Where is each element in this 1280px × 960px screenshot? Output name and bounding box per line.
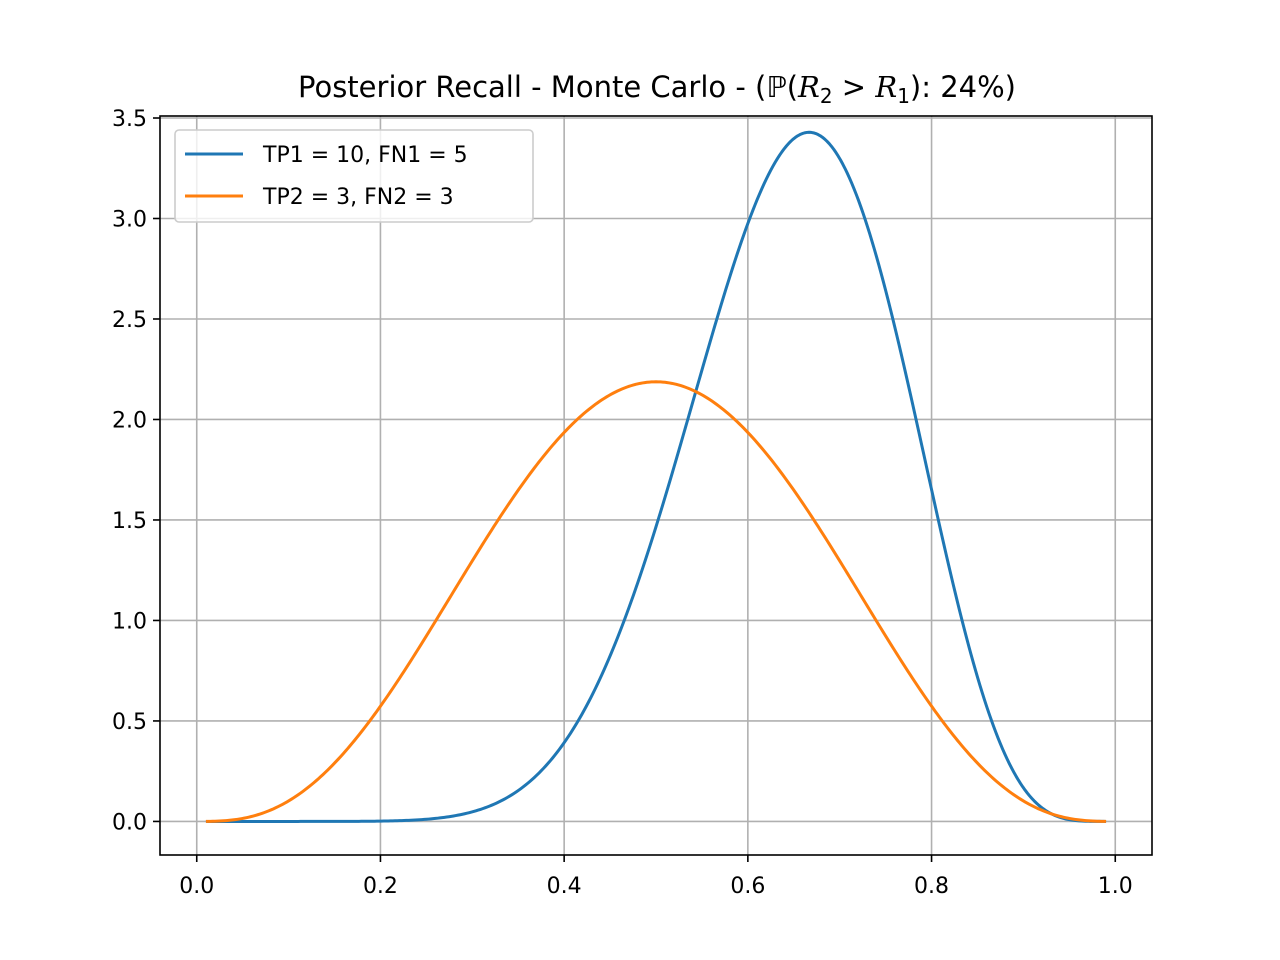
legend: TP1 = 10, FN1 = 5 TP2 = 3, FN2 = 3 xyxy=(174,129,534,223)
chart-title: Posterior Recall - Monte Carlo - (ℙ(R2 >… xyxy=(298,70,1016,108)
grid xyxy=(160,116,1152,855)
title-subscript-2: 2 xyxy=(820,84,833,108)
x-tick-label-3: 0.6 xyxy=(730,874,765,899)
ticks: 0.0 0.2 0.4 0.6 0.8 1.0 0.0 0.5 1.0 1.5 2.0 2.5 3.0 3… xyxy=(112,107,1133,899)
y-tick-label-6: 3.0 xyxy=(112,207,147,232)
x-tick-label-4: 0.8 xyxy=(914,874,949,899)
plot-frame xyxy=(159,115,1153,856)
legend-label-2: TP2 = 3, FN2 = 3 xyxy=(262,185,454,210)
y-tick-label-2: 1.0 xyxy=(112,609,147,634)
y-tick-label-0: 0.0 xyxy=(112,810,147,835)
y-tick-label-5: 2.5 xyxy=(112,308,147,333)
series-line-1 xyxy=(205,130,1107,823)
title-open-paren: ( xyxy=(787,70,798,104)
series-layer xyxy=(205,130,1107,823)
series-line-2 xyxy=(205,380,1107,823)
x-tick-label-5: 1.0 xyxy=(1098,874,1133,899)
legend-box xyxy=(174,129,534,223)
title-suffix: ): 24%) xyxy=(910,70,1016,104)
title-variable-r2: R xyxy=(797,70,820,104)
x-tick-label-0: 0.0 xyxy=(179,874,214,899)
y-tick-label-1: 0.5 xyxy=(112,710,147,735)
title-subscript-1: 1 xyxy=(897,84,910,108)
x-tick-label-1: 0.2 xyxy=(363,874,398,899)
title-prefix: Posterior Recall - Monte Carlo - ( xyxy=(298,70,766,104)
title-probability-symbol: ℙ xyxy=(766,70,786,104)
title-greater-than: > xyxy=(833,70,876,104)
y-tick-label-4: 2.0 xyxy=(112,408,147,433)
y-tick-label-3: 1.5 xyxy=(112,509,147,534)
y-tick-label-7: 3.5 xyxy=(112,107,147,132)
title-variable-r1: R xyxy=(874,70,897,104)
legend-label-1: TP1 = 10, FN1 = 5 xyxy=(262,143,468,168)
x-tick-label-2: 0.4 xyxy=(547,874,582,899)
